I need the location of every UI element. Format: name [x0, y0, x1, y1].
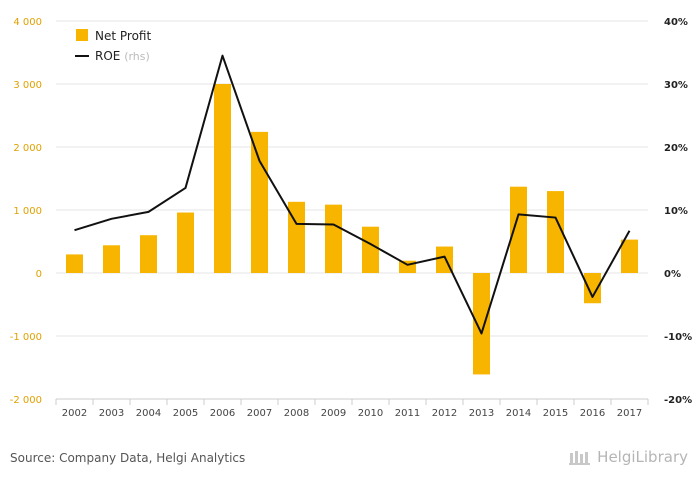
y-left-tick-label: -2 000 [10, 395, 42, 406]
x-tick-label: 2009 [321, 408, 346, 419]
x-tick-label: 2015 [543, 408, 568, 419]
chart: -2 000 -1 000 0 1 000 2 000 3 000 4 000 -20% -10… [10, 17, 692, 419]
y-right-tick-label: 40% [664, 17, 688, 28]
source-note: Source: Company Data, Helgi Analytics [10, 451, 246, 465]
bar-net-profit [288, 201, 305, 273]
y-left-tick-label: 0 [36, 269, 42, 280]
y-left-tick-label: -1 000 [10, 332, 42, 343]
legend-label-roe: ROE (rhs) [95, 49, 150, 63]
x-tick-label: 2007 [247, 408, 272, 419]
y-left-tick-label: 4 000 [13, 17, 42, 28]
x-tick-label: 2002 [62, 408, 87, 419]
brand-name: HelgiLibrary [597, 448, 688, 466]
y-right-tick-label: 10% [664, 206, 688, 217]
y-left-tick-label: 1 000 [13, 206, 42, 217]
x-tick-label: 2006 [210, 408, 235, 419]
legend-swatch-net-profit [76, 29, 88, 41]
bar-net-profit [621, 239, 638, 273]
bar-net-profit [510, 186, 527, 273]
bar-net-profit [103, 245, 120, 273]
x-tick-label: 2017 [617, 408, 642, 419]
bar-net-profit [547, 191, 564, 273]
y-right-tick-label: -20% [664, 395, 692, 406]
library-icon [569, 451, 591, 465]
bar-net-profit [140, 235, 157, 273]
x-tick-label: 2004 [136, 408, 161, 419]
x-tick-label: 2003 [99, 408, 124, 419]
x-tick-label: 2008 [284, 408, 309, 419]
x-tick-label: 2012 [432, 408, 457, 419]
bar-net-profit [473, 273, 490, 375]
y-left-tick-label: 2 000 [13, 143, 42, 154]
bar-net-profit [584, 273, 601, 304]
legend-label-roe-suffix: (rhs) [124, 50, 150, 63]
x-tick-label: 2011 [395, 408, 420, 419]
bar-net-profit [214, 84, 231, 273]
x-tick-label: 2010 [358, 408, 383, 419]
y-right-tick-label: 0% [664, 269, 681, 280]
y-right-tick-label: -10% [664, 332, 692, 343]
bar-net-profit [325, 204, 342, 273]
bar-net-profit [66, 254, 83, 273]
y-right-tick-label: 20% [664, 143, 688, 154]
x-tick-label: 2014 [506, 408, 531, 419]
brand-logo: HelgiLibrary [569, 448, 688, 466]
x-tick-label: 2013 [469, 408, 494, 419]
y-left-tick-label: 3 000 [13, 80, 42, 91]
legend-label-net-profit: Net Profit [95, 29, 151, 43]
y-right-tick-label: 30% [664, 80, 688, 91]
x-tick-label: 2005 [173, 408, 198, 419]
bar-net-profit [362, 226, 379, 273]
x-tick-label: 2016 [580, 408, 605, 419]
bar-net-profit [251, 131, 268, 273]
bar-net-profit [177, 212, 194, 273]
line-roe [74, 54, 631, 335]
